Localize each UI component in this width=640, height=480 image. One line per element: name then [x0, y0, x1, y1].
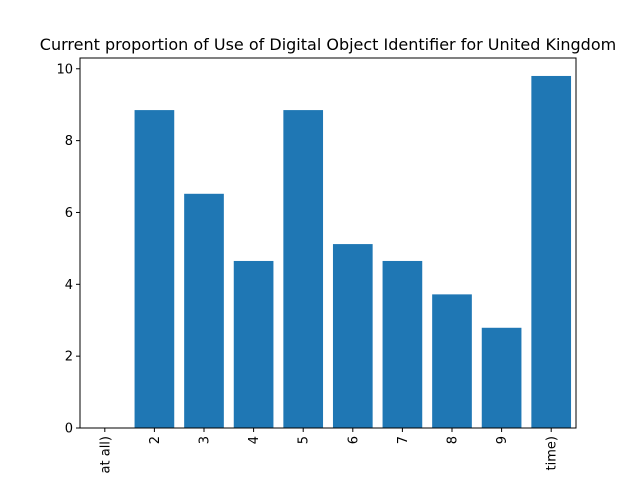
bar-9	[481, 327, 522, 428]
bars-group	[134, 75, 572, 429]
chart-title: Current proportion of Use of Digital Obj…	[40, 35, 616, 54]
x-tick-label: 4	[247, 436, 262, 444]
y-tick-label: 2	[65, 350, 73, 365]
bar-4	[233, 260, 274, 428]
y-tick-label: 6	[65, 206, 73, 221]
x-tick-label: 7	[396, 436, 411, 444]
y-tick-label: 10	[56, 62, 73, 77]
bar-8	[432, 294, 472, 428]
x-tick-label: 2	[148, 436, 163, 444]
y-axis: 0 2 4 6 8 10	[56, 62, 80, 437]
y-tick-label: 8	[65, 134, 73, 149]
x-tick-label: 3	[198, 436, 213, 444]
x-tick-label: 9	[495, 436, 510, 444]
x-tick-label: 6	[346, 436, 361, 444]
x-tick-label: 8	[446, 436, 461, 444]
x-tick-label: time)	[545, 436, 560, 470]
bar-time	[531, 75, 572, 429]
plot-frame	[79, 57, 577, 429]
x-axis: at all) 2 3 4 5 6 7 8 9 time)	[98, 428, 560, 473]
y-tick-label: 0	[65, 422, 73, 437]
y-tick-label: 4	[65, 278, 73, 293]
bar-3	[184, 193, 224, 428]
bar-5	[283, 110, 324, 428]
bar-2	[134, 110, 175, 428]
bar-7	[382, 260, 423, 428]
x-tick-label: 5	[297, 436, 312, 444]
x-tick-label: at all)	[98, 436, 113, 473]
bar-6	[332, 244, 373, 428]
